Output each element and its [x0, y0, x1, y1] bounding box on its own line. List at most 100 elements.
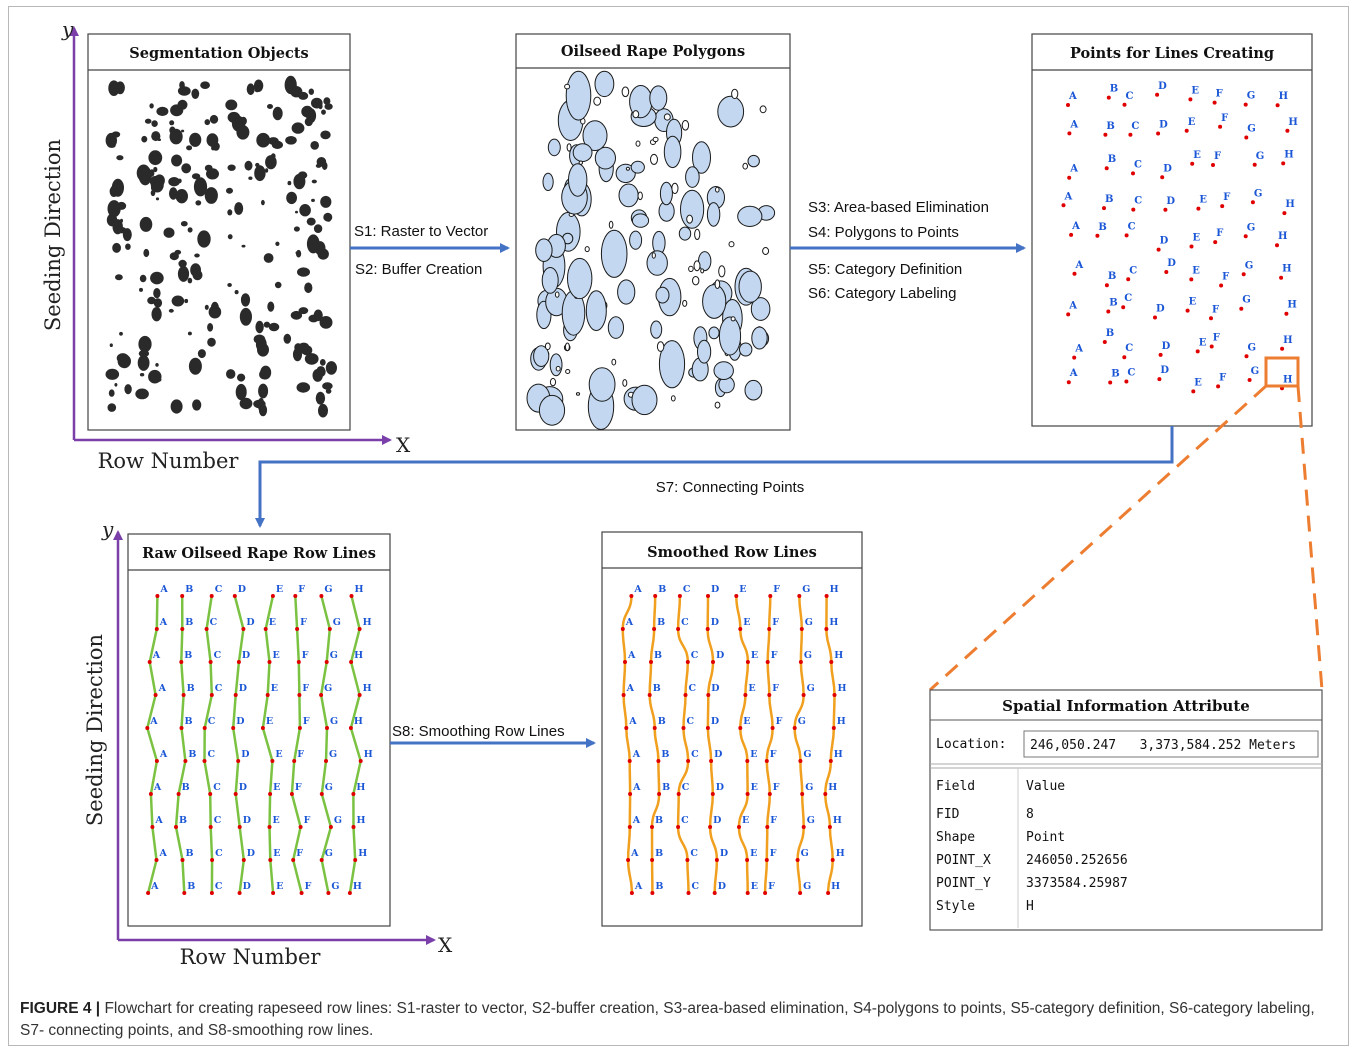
row-point [801, 693, 806, 697]
row-point-label: D [718, 881, 726, 892]
segmentation-blob [206, 133, 219, 147]
rape-polygon [565, 70, 592, 121]
segmentation-blob [306, 234, 320, 254]
segmentation-blob [168, 177, 180, 187]
row-point [270, 759, 275, 763]
segmentation-blob [116, 155, 124, 161]
row-point [1219, 283, 1224, 288]
row-point [263, 627, 268, 631]
step-s6: S6: Category Labeling [808, 285, 956, 302]
segmentation-blob [125, 243, 131, 250]
rape-polygon [650, 320, 663, 339]
row-point [1243, 234, 1248, 239]
segmentation-blob [324, 103, 333, 110]
segmentation-blob [144, 118, 152, 124]
row-point [763, 891, 768, 895]
row-point-label: E [273, 848, 280, 859]
row-point [829, 660, 834, 664]
row-point-label: C [692, 881, 700, 892]
row-point-label: E [273, 650, 280, 661]
row-point-label: D [716, 650, 724, 661]
smoothed-row-lines: A A A A A A A A A A B B B B B B B B B B C C C C C C C C C C D D D D D D D D D D… [620, 584, 847, 895]
segmentation-blob [138, 166, 152, 186]
row-point-label: A [626, 683, 635, 694]
rape-polygon [650, 153, 658, 165]
segmentation-blob [295, 210, 298, 214]
row-point [1106, 95, 1111, 100]
rape-polygon [593, 96, 602, 106]
row-point [649, 660, 653, 664]
row-point [1281, 161, 1286, 166]
row-point [349, 660, 354, 664]
row-point-label: E [1188, 117, 1196, 128]
rape-polygon [681, 120, 690, 131]
panel-title-polygons: Oilseed Rape Polygons [561, 43, 745, 60]
row-point-label: B [1105, 194, 1113, 205]
top-axes: y X Seeding Direction Row Number [41, 17, 411, 473]
row-point-label: D [711, 716, 719, 727]
row-point [1067, 175, 1072, 180]
segmentation-blob [283, 333, 292, 344]
row-point-label: D [1163, 163, 1172, 174]
segmentation-blob [169, 120, 175, 126]
row-point-label: A [159, 584, 168, 595]
attr-value: H [1026, 899, 1034, 914]
row-point [1212, 100, 1217, 105]
segmentation-blob [189, 132, 202, 147]
row-point [1072, 271, 1077, 276]
row-point [293, 594, 298, 598]
row-point [1275, 103, 1280, 108]
row-point-label: G [1256, 151, 1265, 162]
segmentation-blob [177, 178, 182, 184]
row-point [1158, 352, 1163, 357]
segmentation-blob [227, 283, 232, 287]
row-point [801, 825, 806, 829]
row-point [1279, 275, 1284, 280]
row-point [1164, 270, 1169, 274]
row-point-label: E [1191, 85, 1199, 96]
row-point-label: G [1242, 295, 1251, 306]
segmentation-blob [298, 307, 309, 315]
row-point-label: C [215, 848, 223, 859]
attribute-table-title: Spatial Information Attribute [1002, 697, 1250, 715]
row-point-label: F [296, 848, 303, 859]
row-point-label: C [687, 716, 695, 727]
segmentation-blob [290, 310, 303, 320]
rape-polygon [608, 220, 614, 229]
row-point [325, 726, 329, 730]
row-point-label: B [1108, 271, 1116, 282]
rape-polygon [618, 183, 639, 208]
segmentation-blob [317, 248, 329, 260]
row-point [319, 858, 324, 862]
segmentation-blob [153, 288, 161, 299]
segmentation-blobs [105, 75, 337, 418]
row-point [154, 858, 159, 862]
segmentation-blob [171, 154, 183, 167]
rape-polygon [585, 290, 607, 332]
segmentation-blob [320, 195, 332, 208]
row-point [1108, 380, 1113, 385]
row-point-label: G [1247, 222, 1256, 233]
row-point [676, 825, 681, 829]
row-point [202, 726, 207, 730]
arrow-s7 [255, 426, 1174, 528]
rape-polygon [728, 241, 735, 248]
row-point [180, 858, 185, 862]
row-point [629, 891, 634, 895]
segmentation-blob [187, 227, 193, 233]
rape-polygon [615, 163, 636, 184]
row-point-label: D [720, 848, 728, 859]
row-point [1095, 233, 1100, 238]
row-point [271, 891, 276, 895]
row-point-label: A [1075, 260, 1084, 271]
row-point-label: A [159, 749, 168, 760]
row-point [709, 759, 714, 763]
location-field[interactable] [1023, 730, 1319, 758]
segmentation-blob [197, 349, 206, 359]
row-point [1250, 200, 1255, 205]
row-point-label: G [802, 584, 810, 595]
row-point-label: H [1285, 199, 1294, 210]
raw-row-lines: A A A A A A A A A A B B B B B B B B B B C C C C C C C C C C D D D D D D D D D D… [145, 584, 373, 895]
rape-polygon [600, 229, 628, 278]
segmentation-blob [114, 383, 118, 387]
